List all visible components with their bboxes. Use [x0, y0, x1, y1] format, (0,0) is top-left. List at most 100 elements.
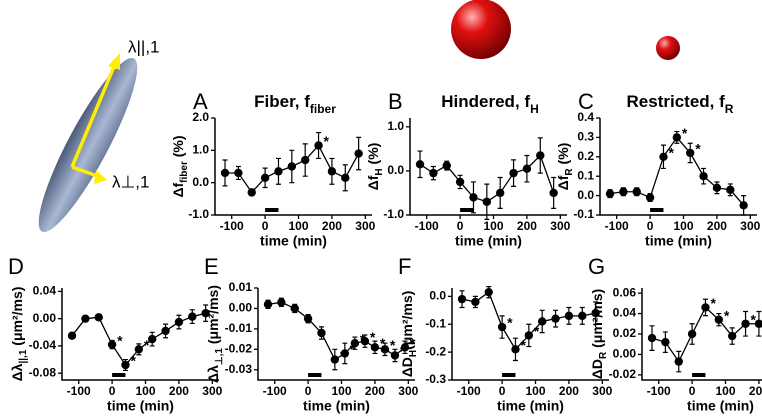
y-axis-label-part: Δf — [365, 175, 381, 190]
data-point — [661, 337, 670, 347]
data-point — [754, 319, 762, 328]
y-tick-label: 0.3 — [577, 130, 594, 144]
data-point — [524, 331, 534, 340]
x-tick-label: 0 — [262, 219, 269, 233]
y-axis-label-part: (%) — [170, 135, 186, 161]
panel-title-part: R — [725, 102, 734, 116]
data-point — [390, 351, 400, 360]
data-point — [134, 345, 144, 354]
data-point — [429, 168, 438, 178]
axes — [61, 288, 219, 381]
panel-letter: B — [388, 89, 403, 114]
data-point — [564, 311, 574, 321]
y-axis-label: Δffiber (%) — [170, 135, 190, 197]
y-axis-label-part: ΔD — [589, 359, 605, 379]
data-point — [482, 197, 492, 206]
x-tick-label: 100 — [288, 219, 308, 233]
data-point — [300, 155, 310, 165]
y-axis-label-part: H — [408, 350, 419, 357]
y-axis-label-part: H — [374, 168, 385, 175]
significance-star: * — [390, 337, 396, 353]
data-point — [647, 333, 657, 343]
data-point — [549, 188, 558, 198]
data-point — [687, 329, 697, 339]
ellipsoid-illustration: λ||,1 λ⊥,1 — [38, 37, 160, 233]
y-tick-label: -0.2 — [425, 344, 446, 358]
data-line — [71, 312, 206, 367]
data-point — [685, 148, 695, 158]
x-tick-label: 200 — [559, 384, 579, 398]
data-point — [94, 313, 103, 322]
y-tick-label: -0.1 — [573, 207, 594, 221]
data-point — [726, 185, 735, 194]
x-axis-label: time (min) — [687, 398, 754, 414]
data-point — [247, 188, 256, 197]
y-axis-label-part: Δf — [555, 175, 571, 190]
panel-letter: F — [398, 254, 411, 279]
stimulus-bar — [692, 373, 706, 377]
y-tick-label: 0.04 — [613, 306, 637, 320]
y-axis-label: Δλ⊥,1 (μm²/ms) — [205, 285, 225, 383]
x-tick-label: 100 — [525, 384, 545, 398]
y-tick-label: 0.0 — [387, 163, 404, 177]
stimulus-bar — [650, 208, 664, 212]
x-tick-label: 100 — [673, 219, 693, 233]
x-tick-label: 200 — [749, 384, 762, 398]
data-point — [161, 326, 170, 336]
x-axis-label: time (min) — [497, 398, 564, 414]
y-axis-label: ΔfR (%) — [555, 143, 575, 191]
x-tick-label: -100 — [415, 219, 439, 233]
y-tick-label: -0.04 — [29, 338, 57, 352]
y-tick-label: 1.0 — [387, 119, 404, 133]
y-tick-label: 0.00 — [33, 311, 57, 325]
y-tick-label: 0.04 — [33, 284, 57, 298]
data-point — [484, 287, 493, 297]
y-tick-label: 0.02 — [613, 326, 637, 340]
significance-star: * — [710, 295, 716, 311]
panel-title-part: fiber — [310, 102, 336, 116]
x-tick-label: 200 — [707, 219, 727, 233]
data-point — [360, 336, 370, 346]
data-point — [741, 319, 750, 328]
data-point — [537, 317, 547, 326]
data-point — [727, 331, 737, 341]
data-point — [290, 304, 299, 313]
significance-star: * — [370, 329, 376, 345]
panel-title: Fiber, ffiber — [254, 92, 336, 116]
significance-star: * — [682, 125, 688, 141]
y-tick-label: 0.0 — [192, 175, 209, 189]
data-point — [260, 173, 270, 183]
data-point — [509, 168, 518, 178]
x-tick-label: 300 — [398, 384, 418, 398]
data-point — [536, 151, 545, 160]
data-point — [277, 298, 286, 307]
x-tick-label: -100 — [67, 384, 91, 398]
y-tick-label: -0.1 — [425, 316, 446, 330]
data-point — [495, 188, 505, 198]
restricted-sphere — [656, 36, 680, 60]
panel-title-part: Fiber, f — [254, 92, 310, 111]
y-axis-label-part: (μm²/ms) — [399, 291, 415, 350]
stimulus-bar — [308, 373, 322, 377]
data-point — [350, 339, 360, 348]
x-tick-label: -100 — [605, 219, 629, 233]
y-axis-label-part: (%) — [365, 143, 381, 169]
panel-title-part: Restricted, f — [627, 92, 726, 111]
data-point — [287, 162, 297, 171]
y-axis-label-part: ⊥,1 — [214, 348, 225, 365]
x-tick-label: -100 — [263, 384, 287, 398]
y-tick-label: -0.02 — [225, 342, 253, 356]
data-point — [303, 314, 313, 323]
data-point — [659, 152, 668, 161]
data-point — [442, 161, 451, 170]
panel-title: Hindered, fH — [441, 92, 538, 116]
data-point — [522, 164, 532, 173]
data-point — [81, 314, 90, 323]
y-tick-label: -0.03 — [225, 362, 253, 376]
x-tick-label: 300 — [202, 384, 222, 398]
y-axis-label: ΔDH(μm²/ms) — [399, 291, 419, 378]
data-point — [619, 187, 628, 196]
panel-letter: A — [193, 89, 208, 114]
x-axis-label: time (min) — [645, 233, 712, 249]
significance-star: * — [751, 311, 757, 327]
